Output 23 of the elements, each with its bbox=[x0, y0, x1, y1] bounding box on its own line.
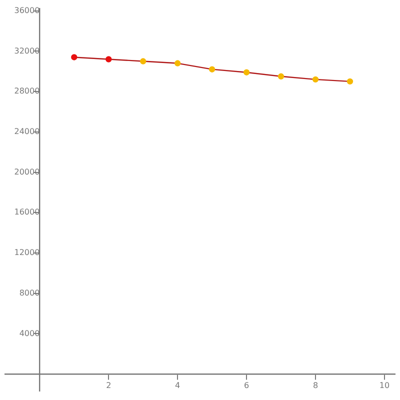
y-tick-label: 24000 bbox=[14, 126, 40, 136]
point bbox=[106, 56, 112, 62]
x-tick-label: 2 bbox=[106, 380, 112, 390]
y-tick-label: 28000 bbox=[14, 86, 40, 96]
y-tick-label: 20000 bbox=[14, 167, 40, 176]
y-tick-label: 8000 bbox=[19, 288, 40, 298]
x-tick-label: 8 bbox=[312, 380, 318, 390]
x-tick-label: 10 bbox=[379, 380, 390, 390]
y-tick-label: 12000 bbox=[14, 248, 40, 258]
point bbox=[346, 78, 354, 85]
point bbox=[71, 54, 78, 60]
point bbox=[278, 73, 284, 80]
y-tick-label: 36000 bbox=[14, 6, 40, 15]
point bbox=[174, 60, 181, 66]
point bbox=[140, 58, 146, 64]
point bbox=[312, 76, 319, 83]
point bbox=[243, 69, 250, 76]
x-tick-label: 4 bbox=[175, 380, 180, 390]
point bbox=[208, 66, 216, 72]
y-tick-label: 4000 bbox=[19, 328, 40, 338]
x-tick-label: 6 bbox=[244, 380, 250, 390]
y-tick-label: 32000 bbox=[14, 46, 40, 56]
y-tick-label: 16000 bbox=[14, 208, 40, 217]
